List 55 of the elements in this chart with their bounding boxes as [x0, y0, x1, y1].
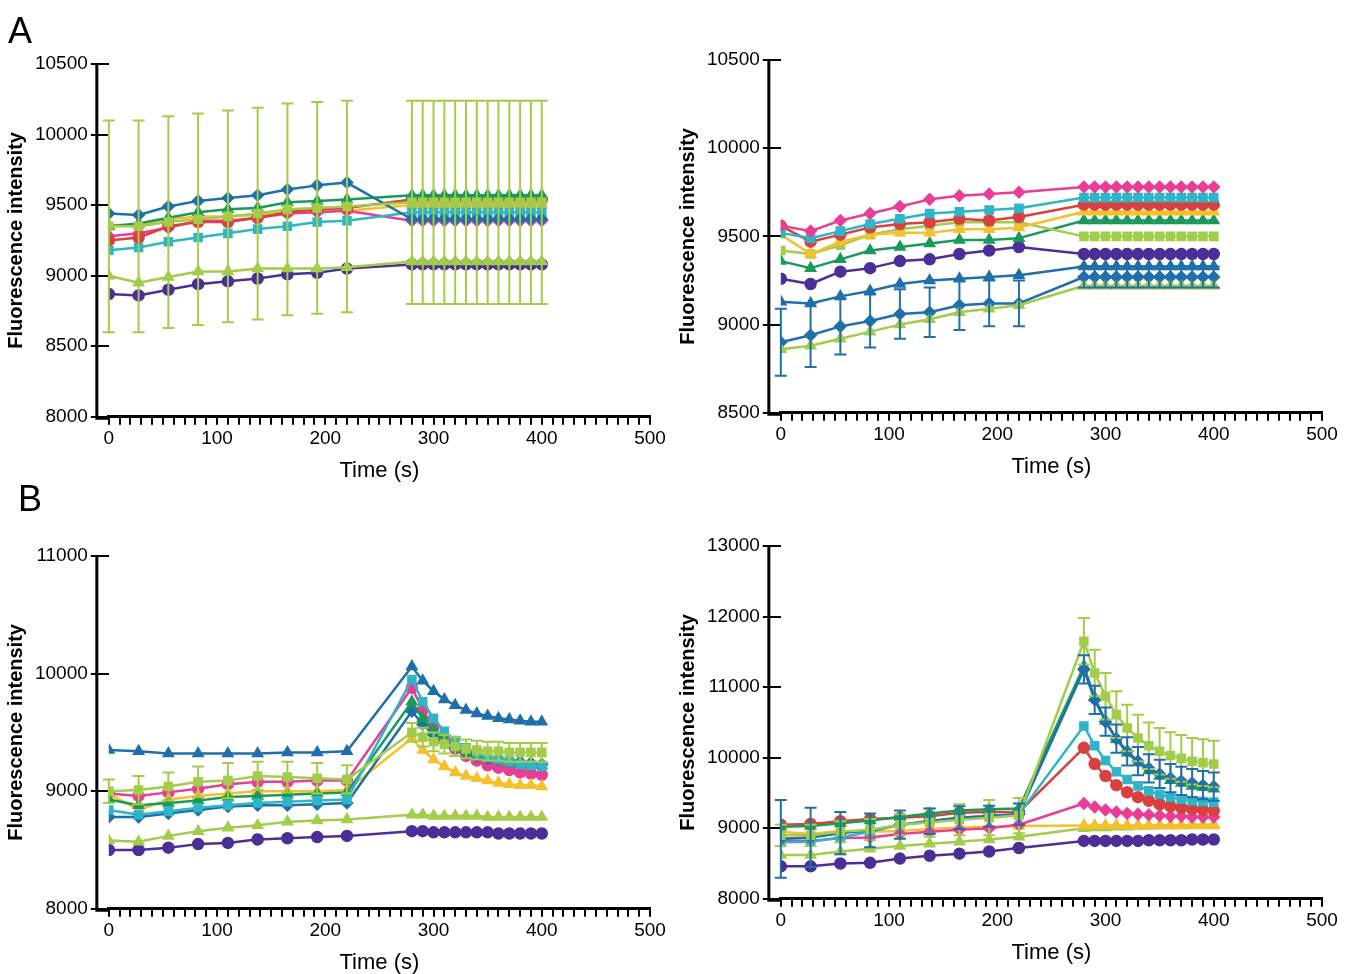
y-tick-label: 10000 — [706, 745, 760, 767]
y-tick-label: 10500 — [34, 52, 88, 74]
x-tick-label: 300 — [417, 427, 450, 449]
y-tick-label: 8000 — [45, 897, 88, 919]
x-axis-title: Time (s) — [1011, 938, 1092, 964]
x-axis-title: Time (s) — [339, 456, 420, 482]
y-axis-title: Fluorescence intensity — [3, 623, 26, 841]
x-tick-label: 400 — [1197, 423, 1230, 445]
x-tick-label: 200 — [981, 909, 1014, 931]
x-tick-label: 200 — [981, 423, 1014, 445]
x-tick-label: 0 — [103, 919, 115, 941]
y-tick-label: 8500 — [45, 334, 88, 356]
x-tick-label: 500 — [634, 919, 666, 941]
y-tick-label: 13000 — [706, 534, 760, 556]
y-tick-label: 10000 — [706, 136, 760, 158]
x-axis-title: Time (s) — [1011, 452, 1092, 478]
x-tick-label: 400 — [1197, 909, 1230, 931]
y-tick-label: 9000 — [45, 263, 88, 285]
y-axis-title: Fluorescence intensity — [675, 613, 698, 831]
y-tick-label: 10000 — [34, 122, 88, 144]
x-tick-label: 300 — [1089, 909, 1122, 931]
x-tick-label: 0 — [775, 909, 787, 931]
y-axis-title: Fluorescence intensity — [675, 127, 698, 345]
y-tick-label: 8000 — [717, 887, 760, 909]
y-tick-label: 11000 — [708, 675, 760, 697]
x-tick-label: 0 — [103, 427, 115, 449]
text: B — [18, 478, 43, 520]
x-tick-label: 100 — [201, 427, 233, 449]
y-axis-title: Fluorescence intensity — [3, 131, 26, 349]
x-tick-label: 300 — [1089, 423, 1122, 445]
x-tick-label: 300 — [417, 919, 450, 941]
x-tick-label: 100 — [873, 423, 905, 445]
y-tick-label: 9000 — [717, 816, 760, 838]
y-tick-label: 12000 — [706, 604, 760, 626]
x-tick-label: 500 — [1306, 909, 1338, 931]
y-tick-label: 9000 — [45, 779, 88, 801]
y-tick-label: 11000 — [36, 544, 88, 566]
x-tick-label: 100 — [201, 919, 233, 941]
y-tick-label: 8500 — [717, 401, 760, 423]
y-tick-label: 9500 — [45, 193, 88, 215]
x-tick-label: 500 — [1306, 423, 1338, 445]
y-tick-label: 10500 — [706, 48, 760, 70]
text: A — [8, 10, 33, 52]
x-tick-label: 100 — [873, 909, 905, 931]
x-axis-title: Time (s) — [339, 948, 420, 974]
x-tick-label: 200 — [309, 427, 342, 449]
x-tick-label: 0 — [775, 423, 787, 445]
y-tick-label: 8000 — [45, 405, 88, 427]
x-tick-label: 400 — [525, 919, 558, 941]
x-tick-label: 200 — [309, 919, 342, 941]
y-tick-label: 10000 — [34, 661, 88, 683]
y-tick-label: 9000 — [717, 312, 760, 334]
x-tick-label: 500 — [634, 427, 666, 449]
y-tick-label: 9500 — [717, 224, 760, 246]
x-tick-label: 400 — [525, 427, 558, 449]
